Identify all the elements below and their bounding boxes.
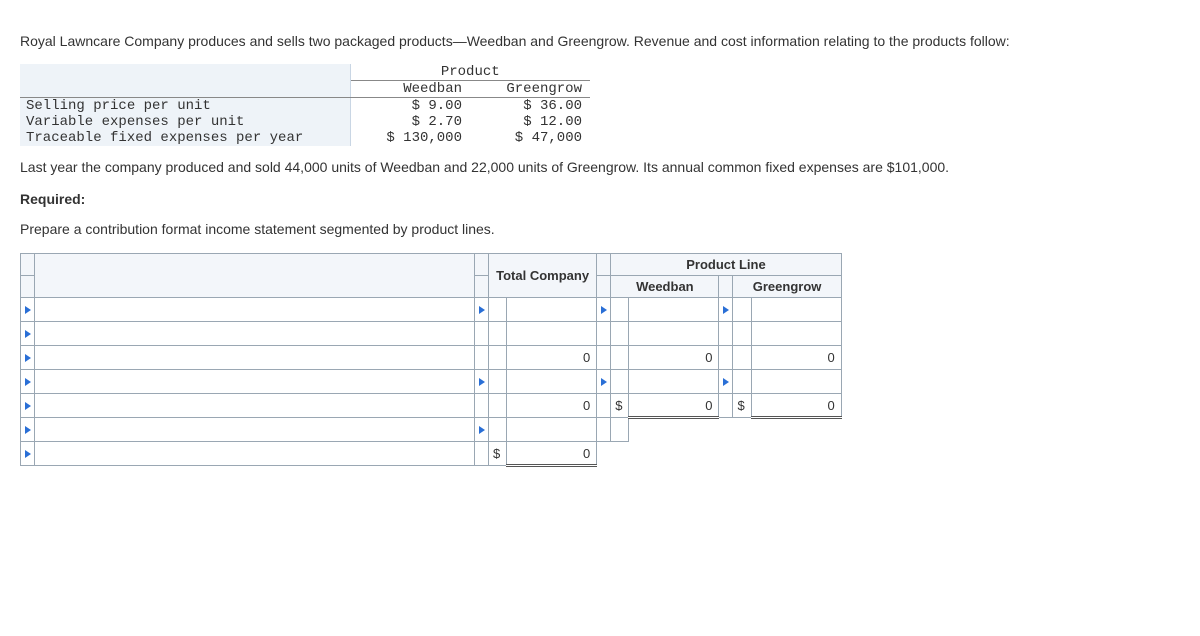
line-label-input[interactable] [41, 325, 468, 342]
col-header-weedban: Weedban [350, 80, 470, 97]
cell-greengrow: $ 47,000 [470, 130, 590, 146]
dollar-sign: $ [733, 394, 751, 418]
dropdown-marker-icon[interactable] [25, 354, 31, 362]
intro-text: Royal Lawncare Company produces and sell… [20, 32, 1180, 52]
dropdown-marker-icon[interactable] [25, 330, 31, 338]
cell-weedban: $ 9.00 [350, 97, 470, 114]
required-heading: Required: [20, 191, 1180, 207]
subtotal-cell: 0 [751, 394, 841, 418]
amount-cell[interactable] [507, 298, 597, 322]
dropdown-marker-icon[interactable] [479, 378, 485, 386]
row-label: Variable expenses per unit [20, 114, 350, 130]
amount-cell[interactable] [629, 322, 719, 346]
amount-cell[interactable] [507, 370, 597, 394]
line-label-input[interactable] [41, 445, 468, 462]
subtotal-cell: 0 [629, 346, 719, 370]
dropdown-marker-icon[interactable] [25, 402, 31, 410]
line-label-input[interactable] [41, 301, 468, 318]
dropdown-marker-icon[interactable] [723, 306, 729, 314]
amount-cell[interactable] [629, 370, 719, 394]
mid-text: Last year the company produced and sold … [20, 158, 1180, 178]
product-header: Product [350, 64, 590, 81]
dropdown-marker-icon[interactable] [723, 378, 729, 386]
amount-cell[interactable] [751, 322, 841, 346]
dropdown-marker-icon[interactable] [479, 426, 485, 434]
amount-cell[interactable] [507, 418, 597, 442]
subtotal-cell: 0 [507, 346, 597, 370]
dropdown-marker-icon[interactable] [25, 450, 31, 458]
subtotal-cell: 0 [507, 394, 597, 418]
subtotal-cell: 0 [751, 346, 841, 370]
required-body: Prepare a contribution format income sta… [20, 221, 1180, 237]
dollar-sign: $ [611, 394, 629, 418]
dropdown-marker-icon[interactable] [25, 378, 31, 386]
dropdown-marker-icon[interactable] [601, 306, 607, 314]
dropdown-marker-icon[interactable] [25, 426, 31, 434]
cell-greengrow: $ 36.00 [470, 97, 590, 114]
row-label: Traceable fixed expenses per year [20, 130, 350, 146]
cell-weedban: $ 2.70 [350, 114, 470, 130]
amount-cell[interactable] [507, 322, 597, 346]
dropdown-marker-icon[interactable] [25, 306, 31, 314]
product-data-table: Product Weedban Greengrow Selling price … [20, 64, 590, 146]
cell-weedban: $ 130,000 [350, 130, 470, 146]
dollar-sign: $ [489, 442, 507, 466]
line-label-input[interactable] [41, 349, 468, 366]
dropdown-marker-icon[interactable] [479, 306, 485, 314]
subtotal-cell: 0 [629, 394, 719, 418]
total-cell: 0 [507, 442, 597, 466]
cell-greengrow: $ 12.00 [470, 114, 590, 130]
col-header-weedban: Weedban [611, 276, 719, 298]
dropdown-marker-icon[interactable] [601, 378, 607, 386]
line-label-input[interactable] [41, 373, 468, 390]
line-label-input[interactable] [41, 397, 468, 414]
row-label: Selling price per unit [20, 97, 350, 114]
worksheet-table: Total Company Product Line Weedban Green… [20, 253, 842, 467]
col-header-greengrow: Greengrow [470, 80, 590, 97]
amount-cell[interactable] [751, 298, 841, 322]
col-header-product-line: Product Line [611, 254, 841, 276]
amount-cell[interactable] [751, 370, 841, 394]
line-label-input[interactable] [41, 421, 468, 438]
col-header-total: Total Company [489, 254, 597, 298]
col-header-greengrow: Greengrow [733, 276, 841, 298]
amount-cell[interactable] [629, 298, 719, 322]
